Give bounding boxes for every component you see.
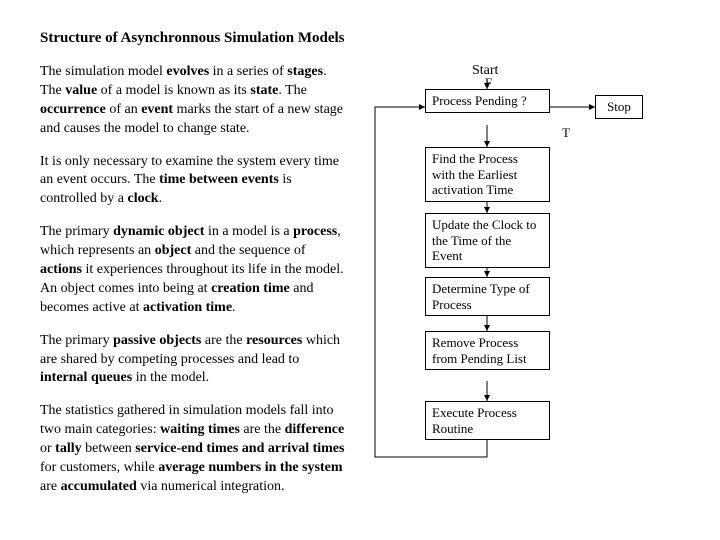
flow-step-5: Execute Process Routine: [425, 401, 550, 440]
paragraph-2: It is only necessary to examine the syst…: [40, 153, 350, 210]
flowchart: Start Process Pending ? F T Stop Find th…: [370, 63, 650, 523]
flow-decision: Process Pending ?: [425, 89, 550, 113]
paragraph-5: The statistics gathered in simulation mo…: [40, 402, 350, 496]
page-title: Structure of Asynchronnous Simulation Mo…: [40, 30, 680, 47]
flow-step-3: Determine Type of Process: [425, 277, 550, 316]
flow-step-4: Remove Process from Pending List: [425, 331, 550, 370]
paragraph-4: The primary passive objects are the reso…: [40, 332, 350, 389]
paragraph-3: The primary dynamic object in a model is…: [40, 223, 350, 317]
flow-label-false: F: [485, 75, 492, 91]
flow-stop: Stop: [595, 95, 643, 119]
text-column: The simulation model evolves in a series…: [40, 63, 350, 523]
flow-step-1: Find the Process with the Earliest activ…: [425, 147, 550, 202]
flow-label-true: T: [562, 125, 570, 141]
content-columns: The simulation model evolves in a series…: [40, 63, 680, 523]
paragraph-1: The simulation model evolves in a series…: [40, 63, 350, 139]
flow-step-2: Update the Clock to the Time of the Even…: [425, 213, 550, 268]
